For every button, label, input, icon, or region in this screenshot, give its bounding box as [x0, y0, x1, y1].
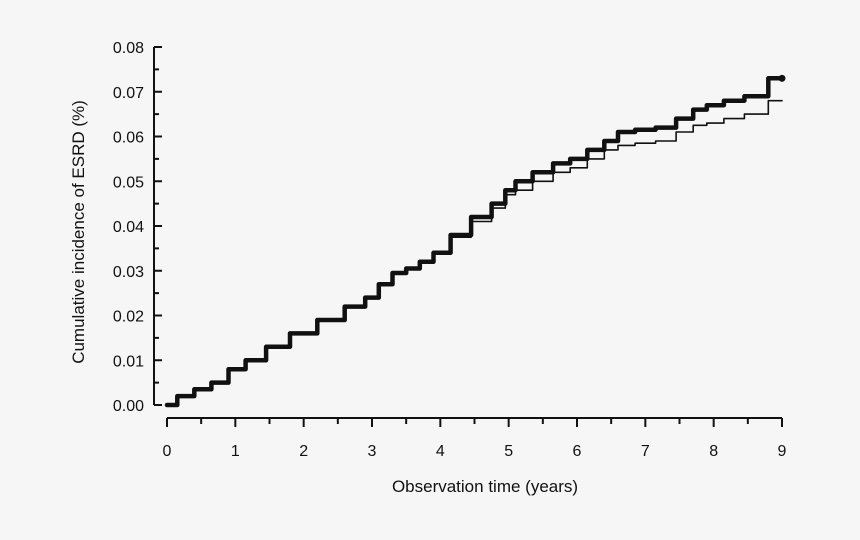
y-tick-label: 0.08: [113, 40, 144, 57]
y-tick-label: 0.00: [113, 398, 144, 415]
y-axis-label: Cumulative incidence of ESRD (%): [69, 100, 88, 364]
x-tick-label: 1: [231, 443, 240, 460]
series-end-marker: [778, 74, 786, 82]
x-axis-label: Observation time (years): [392, 477, 578, 496]
x-tick-label: 5: [504, 443, 513, 460]
y-tick-label: 0.07: [113, 85, 144, 102]
y-tick-label: 0.03: [113, 264, 144, 281]
series-line-thin: [166, 99, 783, 406]
y-tick-label: 0.06: [113, 130, 144, 147]
x-tick-label: 9: [778, 443, 787, 460]
series-layer: [164, 74, 786, 408]
y-tick-label: 0.02: [113, 309, 144, 326]
x-tick-label: 6: [573, 443, 582, 460]
x-tick-label: 0: [163, 443, 172, 460]
series-line-thick: [164, 76, 785, 408]
y-tick-label: 0.04: [113, 219, 144, 236]
x-tick-label: 3: [368, 443, 377, 460]
y-tick-label: 0.01: [113, 353, 144, 370]
x-tick-label: 4: [436, 443, 445, 460]
y-tick-label: 0.05: [113, 174, 144, 191]
x-tick-label: 7: [641, 443, 650, 460]
axes: 0.00 0.01 0.02 0.03 0.04 0.05 0.06 0.07 0.08 0 1 2 3…: [113, 40, 787, 460]
x-tick-label: 8: [709, 443, 718, 460]
x-tick-label: 2: [299, 443, 308, 460]
